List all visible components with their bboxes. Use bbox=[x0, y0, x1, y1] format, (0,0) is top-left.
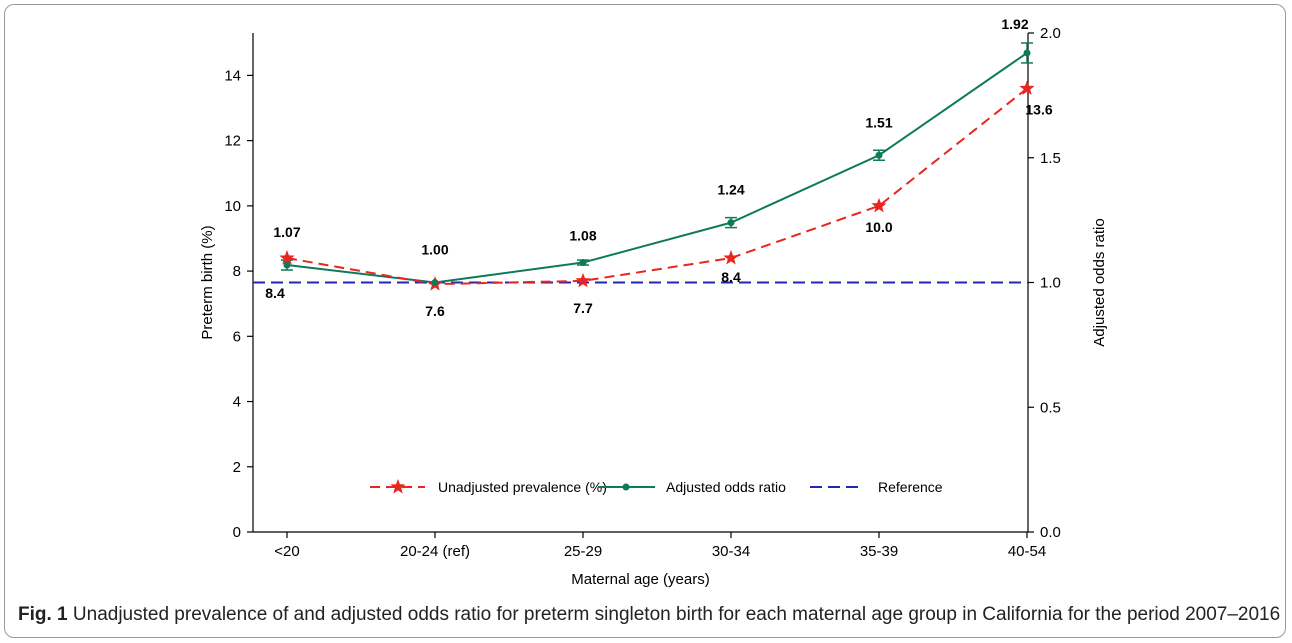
data-labels: 1.07 1.00 1.08 1.24 1.51 1.92 8.4 7.6 7.7 8.4 10.0… bbox=[265, 16, 1053, 319]
caption-lead: Fig. 1 bbox=[18, 604, 68, 625]
y-tick-label-left: 2 bbox=[233, 459, 241, 476]
prevalence-data-label: 8.4 bbox=[265, 285, 285, 301]
prevalence-data-label: 7.7 bbox=[573, 300, 593, 316]
odds-ratio-dot-marker bbox=[727, 219, 735, 227]
y-tick-label-left: 4 bbox=[233, 394, 241, 411]
y-axis-title-left: Preterm birth (%) bbox=[199, 225, 216, 339]
chart: 0 2 4 6 8 10 12 14 0.0 0.5 1.0 1.5 2.0 <20 20-24 (ref)… bbox=[199, 16, 1108, 588]
y-tick-label-right: 1.0 bbox=[1040, 275, 1061, 292]
y-tick-label-left: 14 bbox=[224, 67, 241, 84]
x-tick-label: 40-54 bbox=[1008, 543, 1046, 560]
y-tick-label-left: 8 bbox=[233, 263, 241, 280]
unadjusted-prevalence-line bbox=[286, 87, 1028, 286]
y-tick-label-right: 0.0 bbox=[1040, 524, 1061, 541]
odds-ratio-data-label: 1.24 bbox=[717, 182, 744, 198]
odds-ratio-data-label: 1.92 bbox=[1001, 16, 1028, 32]
legend-reference-label: Reference bbox=[878, 479, 943, 495]
y-tick-label-left: 0 bbox=[233, 524, 241, 541]
y-tick-label-left: 12 bbox=[224, 133, 241, 150]
x-tick-label: 20-24 (ref) bbox=[400, 543, 470, 560]
odds-ratio-data-label: 1.51 bbox=[865, 114, 892, 130]
prevalence-data-label: 8.4 bbox=[721, 269, 741, 285]
x-tick-label: <20 bbox=[274, 543, 299, 560]
legend-star-icon bbox=[390, 479, 406, 494]
prevalence-star-marker bbox=[1019, 80, 1035, 95]
x-axis-title: Maternal age (years) bbox=[571, 571, 709, 588]
prevalence-star-marker bbox=[871, 197, 887, 213]
figure-caption: Fig. 1 Unadjusted prevalence of and adju… bbox=[18, 604, 1286, 626]
odds-ratio-data-label: 1.08 bbox=[569, 228, 596, 244]
prevalence-data-label: 13.6 bbox=[1025, 101, 1052, 117]
prevalence-star-marker bbox=[279, 250, 295, 265]
caption-text: Unadjusted prevalence of and adjusted od… bbox=[72, 604, 1281, 625]
odds-ratio-dot-marker bbox=[1023, 49, 1031, 57]
adjusted-odds-ratio-line bbox=[286, 52, 1028, 284]
prevalence-star-marker bbox=[575, 272, 591, 288]
odds-ratio-dot-marker bbox=[579, 259, 587, 267]
tick-marks: 0 2 4 6 8 10 12 14 0.0 0.5 1.0 1.5 2.0 <20 20-24 (ref)… bbox=[224, 25, 1061, 560]
x-tick-label: 30-34 bbox=[712, 543, 750, 560]
prevalence-data-label: 10.0 bbox=[865, 219, 892, 235]
legend-prevalence-label: Unadjusted prevalence (%) bbox=[438, 479, 607, 495]
series-layer bbox=[253, 42, 1035, 291]
y-tick-label-right: 1.5 bbox=[1040, 150, 1061, 167]
odds-ratio-dot-marker bbox=[283, 261, 291, 269]
prevalence-star-marker bbox=[723, 250, 739, 265]
y-tick-label-right: 2.0 bbox=[1040, 25, 1061, 42]
y-tick-label-right: 0.5 bbox=[1040, 399, 1061, 416]
y-tick-label-left: 10 bbox=[224, 198, 241, 215]
figure-frame bbox=[4, 4, 1286, 638]
y-tick-label-left: 6 bbox=[233, 328, 241, 345]
odds-ratio-dot-marker bbox=[875, 151, 883, 159]
odds-ratio-data-label: 1.00 bbox=[421, 242, 448, 258]
x-tick-label: 25-29 bbox=[564, 543, 602, 560]
legend-dot-icon bbox=[622, 483, 630, 491]
legend: Unadjusted prevalence (%) Adjusted odds r… bbox=[370, 479, 943, 495]
x-tick-label: 35-39 bbox=[860, 543, 898, 560]
odds-ratio-dot-marker bbox=[431, 279, 439, 286]
prevalence-data-label: 7.6 bbox=[425, 303, 445, 319]
legend-odds-ratio-label: Adjusted odds ratio bbox=[666, 479, 786, 495]
odds-ratio-data-label: 1.07 bbox=[273, 224, 300, 240]
y-axis-title-right: Adjusted odds ratio bbox=[1091, 218, 1108, 346]
